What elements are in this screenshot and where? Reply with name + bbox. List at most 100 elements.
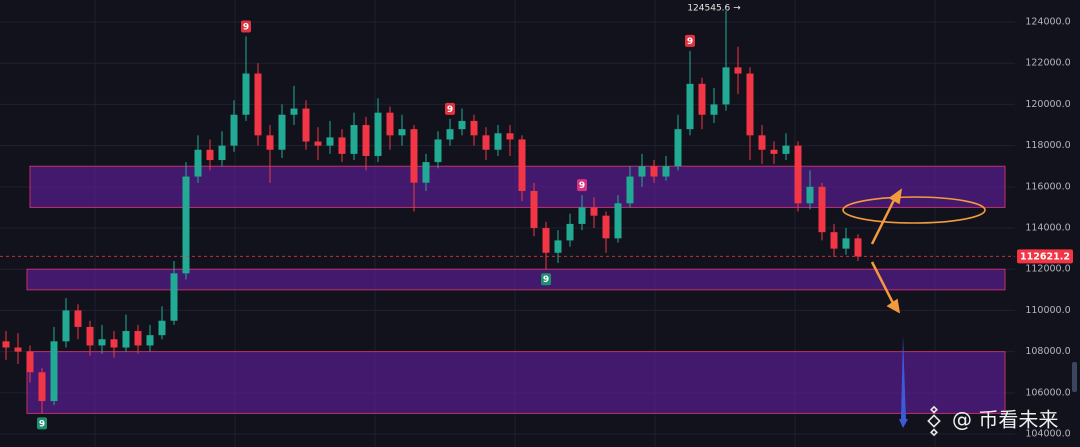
scrollbar [1072,362,1077,392]
candle-body [194,149,202,177]
zone [26,268,1006,291]
arrow-up [870,195,898,245]
candle-body [38,372,46,402]
candle-body [62,310,70,342]
candle-body [74,310,82,327]
candle-body [854,238,862,257]
candle-body [686,83,694,130]
candle-body [266,135,274,150]
logo-square [930,428,938,437]
candle-body [446,129,454,140]
candle-body [182,176,190,274]
candle-body [26,351,34,373]
candle-body [86,326,94,346]
candle-body [134,331,142,346]
candle-body [542,228,550,253]
candle-body [278,114,286,150]
candle-body [230,114,238,146]
candle-body [494,133,502,150]
candle-body [482,135,490,150]
marker-badge [37,417,47,430]
drop-line [901,336,906,420]
candle-body [398,129,406,136]
price-axis [1015,0,1080,447]
y-tick-label: 108000.0 [1025,346,1070,357]
candle-body [350,125,358,154]
candle-body [434,139,442,163]
candle-body [314,141,322,146]
y-tick-label: 104000.0 [1025,429,1070,440]
candle-body [254,73,262,136]
candle-body [734,67,742,74]
marker-badge [685,34,695,47]
candle-body [2,341,10,348]
drawings [842,188,986,314]
last-price-label: 112621.2 [1020,251,1070,262]
y-tick-label: 118000.0 [1025,140,1070,151]
candle-body [326,137,334,146]
arrow-head [888,188,903,205]
candle-body [818,186,826,233]
y-tick-label: 122000.0 [1025,58,1070,69]
arrow-head [886,298,901,314]
zone [26,351,1006,414]
candle-body [614,203,622,239]
candle-body [554,240,562,253]
candle-body [422,162,430,183]
y-tick-label: 124000.0 [1025,17,1070,28]
candle-body [50,341,58,402]
candle-body [374,112,382,156]
candle-body [410,129,418,183]
candle-body [746,73,754,136]
overlays: 9 9 9 9 9 9 124545.6 → [0,3,1015,430]
candles [2,10,862,414]
axis-labels: 104000.0 106000.0 108000.0 110000.0 112000.0… [1017,17,1073,440]
candle-body [698,83,706,115]
candle-body [806,186,814,204]
y-tick-label: 110000.0 [1025,305,1070,316]
candle-body [770,149,778,154]
candle-body [530,190,538,229]
marker-label: 9 [543,275,549,285]
candle-body [470,120,478,136]
marker-label: 9 [579,181,585,191]
candle-body [842,238,850,249]
last-price-box [1017,249,1073,264]
candle-body [110,339,118,348]
candle-body [158,320,166,336]
candle-body [590,207,598,216]
candle-body [386,112,394,136]
candle-body [458,120,466,130]
candle-body [602,215,610,239]
marker-badge [445,102,455,115]
y-tick-label: 116000.0 [1025,181,1070,192]
zone [29,165,1006,208]
candle-body [302,108,310,142]
candle-body [782,145,790,154]
candle-body [722,67,730,105]
marker-badge [541,273,551,286]
candle-body [206,149,214,161]
watermark: @ 币看未来 [927,405,1058,437]
y-tick-label: 114000.0 [1025,223,1070,234]
candle-body [242,73,250,115]
marker-label: 9 [447,105,453,115]
candle-body [674,129,682,167]
candle-body [98,339,106,346]
candle-body [566,223,574,241]
candle-body [662,166,670,177]
candle-body [14,347,22,352]
watermark-text: @ 币看未来 [952,408,1058,432]
candle-body [506,133,514,140]
candle-body [518,139,526,191]
marker-badge [241,20,251,33]
zones [26,165,1006,414]
candle-body [170,273,178,321]
marker-label: 9 [243,22,249,32]
candle-body [794,145,802,204]
y-tick-label: 120000.0 [1025,99,1070,110]
arrow-down [870,261,896,306]
candle-body [290,108,298,115]
candle-body [650,166,658,177]
ellipse [842,196,986,224]
